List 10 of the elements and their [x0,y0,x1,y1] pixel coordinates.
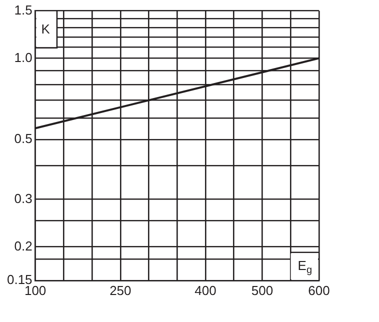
y-tick-label: 0.3 [14,190,32,206]
x-tick-label: 600 [308,282,330,298]
y-tick-label: 0.5 [14,131,32,146]
x-tick-label: 500 [251,282,274,298]
y-axis-title: K [41,21,50,36]
x-tick-label: 250 [110,282,132,298]
y-tick-label: 1.0 [14,50,32,65]
y-tick-label: 1.5 [14,2,32,18]
x-tick-label: 400 [194,282,216,298]
y-tick-label: 0.2 [14,238,32,254]
